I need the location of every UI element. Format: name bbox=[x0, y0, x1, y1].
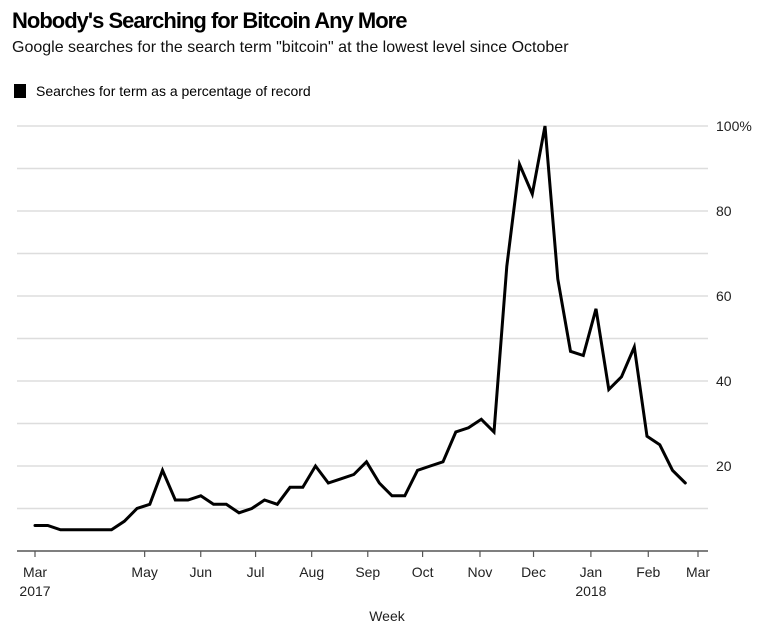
x-tick-label: Jul bbox=[247, 564, 265, 580]
x-tick-sublabel: 2017 bbox=[19, 583, 50, 599]
chart-subtitle: Google searches for the search term "bit… bbox=[12, 39, 569, 56]
x-tick-label: Mar bbox=[23, 564, 47, 580]
series-line bbox=[33, 125, 687, 532]
gridlines bbox=[17, 125, 708, 510]
y-tick-label: 60 bbox=[716, 288, 732, 304]
y-tick-label: 100% bbox=[716, 118, 752, 134]
chart-title: Nobody's Searching for Bitcoin Any More bbox=[12, 8, 407, 33]
x-tick-label: Feb bbox=[636, 564, 660, 580]
x-tick-label: Oct bbox=[412, 564, 434, 580]
y-tick-label: 20 bbox=[716, 458, 732, 474]
legend: Searches for term as a percentage of rec… bbox=[14, 83, 311, 99]
x-tick-label: Nov bbox=[468, 564, 493, 580]
x-tick-sublabel: 2018 bbox=[575, 583, 606, 599]
x-tick-label: Sep bbox=[355, 564, 380, 580]
y-tick-label: 80 bbox=[716, 203, 732, 219]
legend-swatch bbox=[14, 84, 26, 98]
x-tick-label: Dec bbox=[521, 564, 546, 580]
x-axis-label: Week bbox=[369, 608, 406, 624]
series-layer bbox=[33, 125, 687, 532]
y-axis: 100% 80 60 40 20 bbox=[716, 118, 752, 474]
x-tick-label: Jan bbox=[580, 564, 603, 580]
x-tick-label: May bbox=[131, 564, 157, 580]
x-axis: Mar 2017 May Jun Jul Aug Sep Oct Nov Dec Jan 2018 Fe… bbox=[17, 550, 710, 599]
x-tick-label: Aug bbox=[299, 564, 324, 580]
x-tick-label: Jun bbox=[189, 564, 212, 580]
legend-label: Searches for term as a percentage of rec… bbox=[36, 83, 311, 99]
y-tick-label: 40 bbox=[716, 373, 732, 389]
x-tick-label: Mar bbox=[686, 564, 710, 580]
